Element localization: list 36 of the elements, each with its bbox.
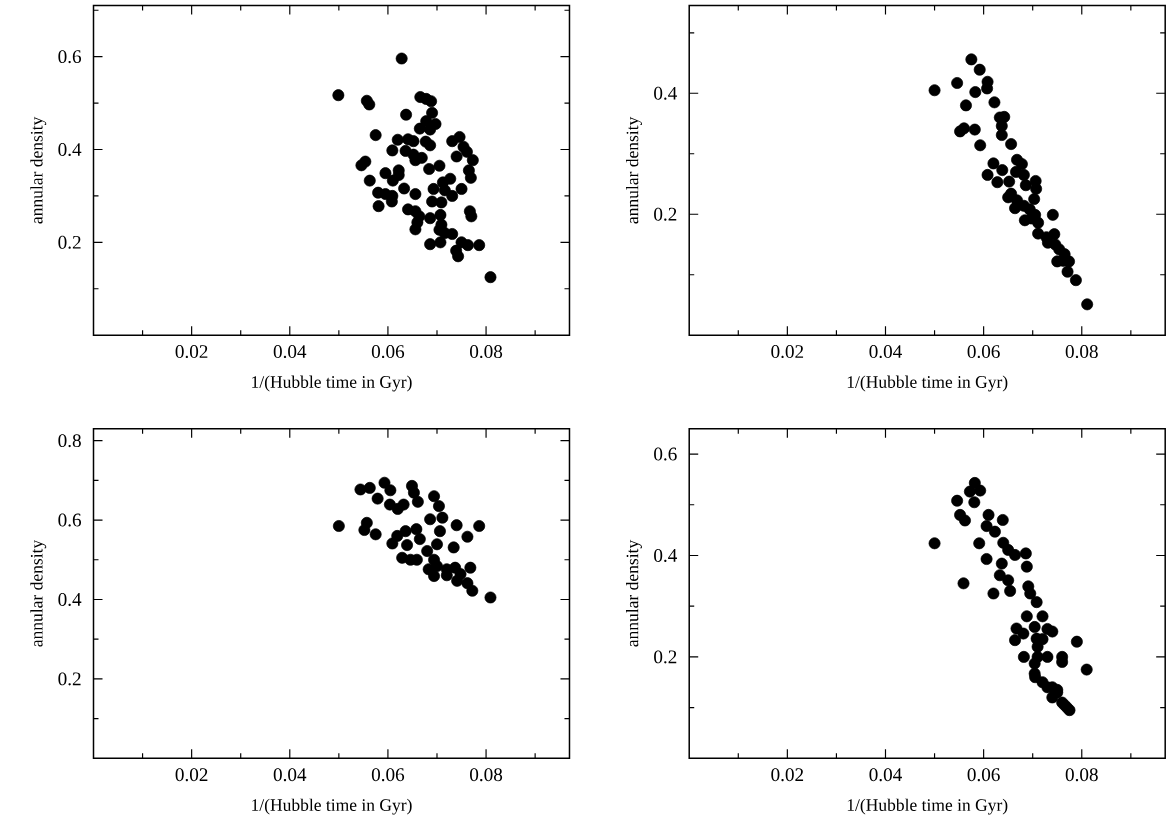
x-tick-label: 0.02 [175,768,208,782]
y-tick-label: 0.2 [654,650,677,664]
y-tick-label: 0.2 [58,235,81,249]
y-tick-label: 0.2 [654,207,677,221]
y-tick-label: 0.6 [58,513,82,527]
y-tick-label: 0.4 [58,143,82,157]
x-tick-label: 0.06 [371,768,405,782]
x-axis-title: 1/(Hubble time in Gyr) [847,375,1008,392]
x-axis-title: 1/(Hubble time in Gyr) [252,798,412,815]
y-tick-label: 0.6 [58,50,82,64]
x-tick-label: 0.06 [967,345,1000,359]
y-axis-title: annular density [626,116,642,224]
y-tick-label: 0.4 [654,86,678,100]
x-tick-label: 0.06 [967,768,1000,782]
y-axis-title: annular density [626,539,642,647]
y-tick-label: 0.6 [654,447,677,461]
y-axis-title: annular density [30,539,47,647]
x-tick-label: 0.08 [1065,345,1098,359]
y-axis-title: annular density [30,116,47,224]
x-tick-label: 0.04 [869,768,902,782]
y-tick-label: 0.4 [654,548,678,562]
y-tick-label: 0.8 [58,434,81,448]
x-tick-label: 0.08 [470,768,503,782]
x-tick-label: 0.06 [371,345,405,359]
x-tick-label: 0.08 [470,345,503,359]
x-tick-label: 0.02 [771,768,804,782]
x-tick-label: 0.04 [869,345,902,359]
x-tick-label: 0.04 [273,768,307,782]
x-axis-title: 1/(Hubble time in Gyr) [847,798,1008,815]
y-tick-label: 0.4 [58,592,82,606]
x-tick-label: 0.04 [273,345,307,359]
x-tick-label: 0.02 [175,345,208,359]
x-axis-title: 1/(Hubble time in Gyr) [252,375,412,392]
y-tick-label: 0.2 [58,672,81,686]
x-tick-label: 0.08 [1065,768,1098,782]
x-tick-label: 0.02 [771,345,804,359]
